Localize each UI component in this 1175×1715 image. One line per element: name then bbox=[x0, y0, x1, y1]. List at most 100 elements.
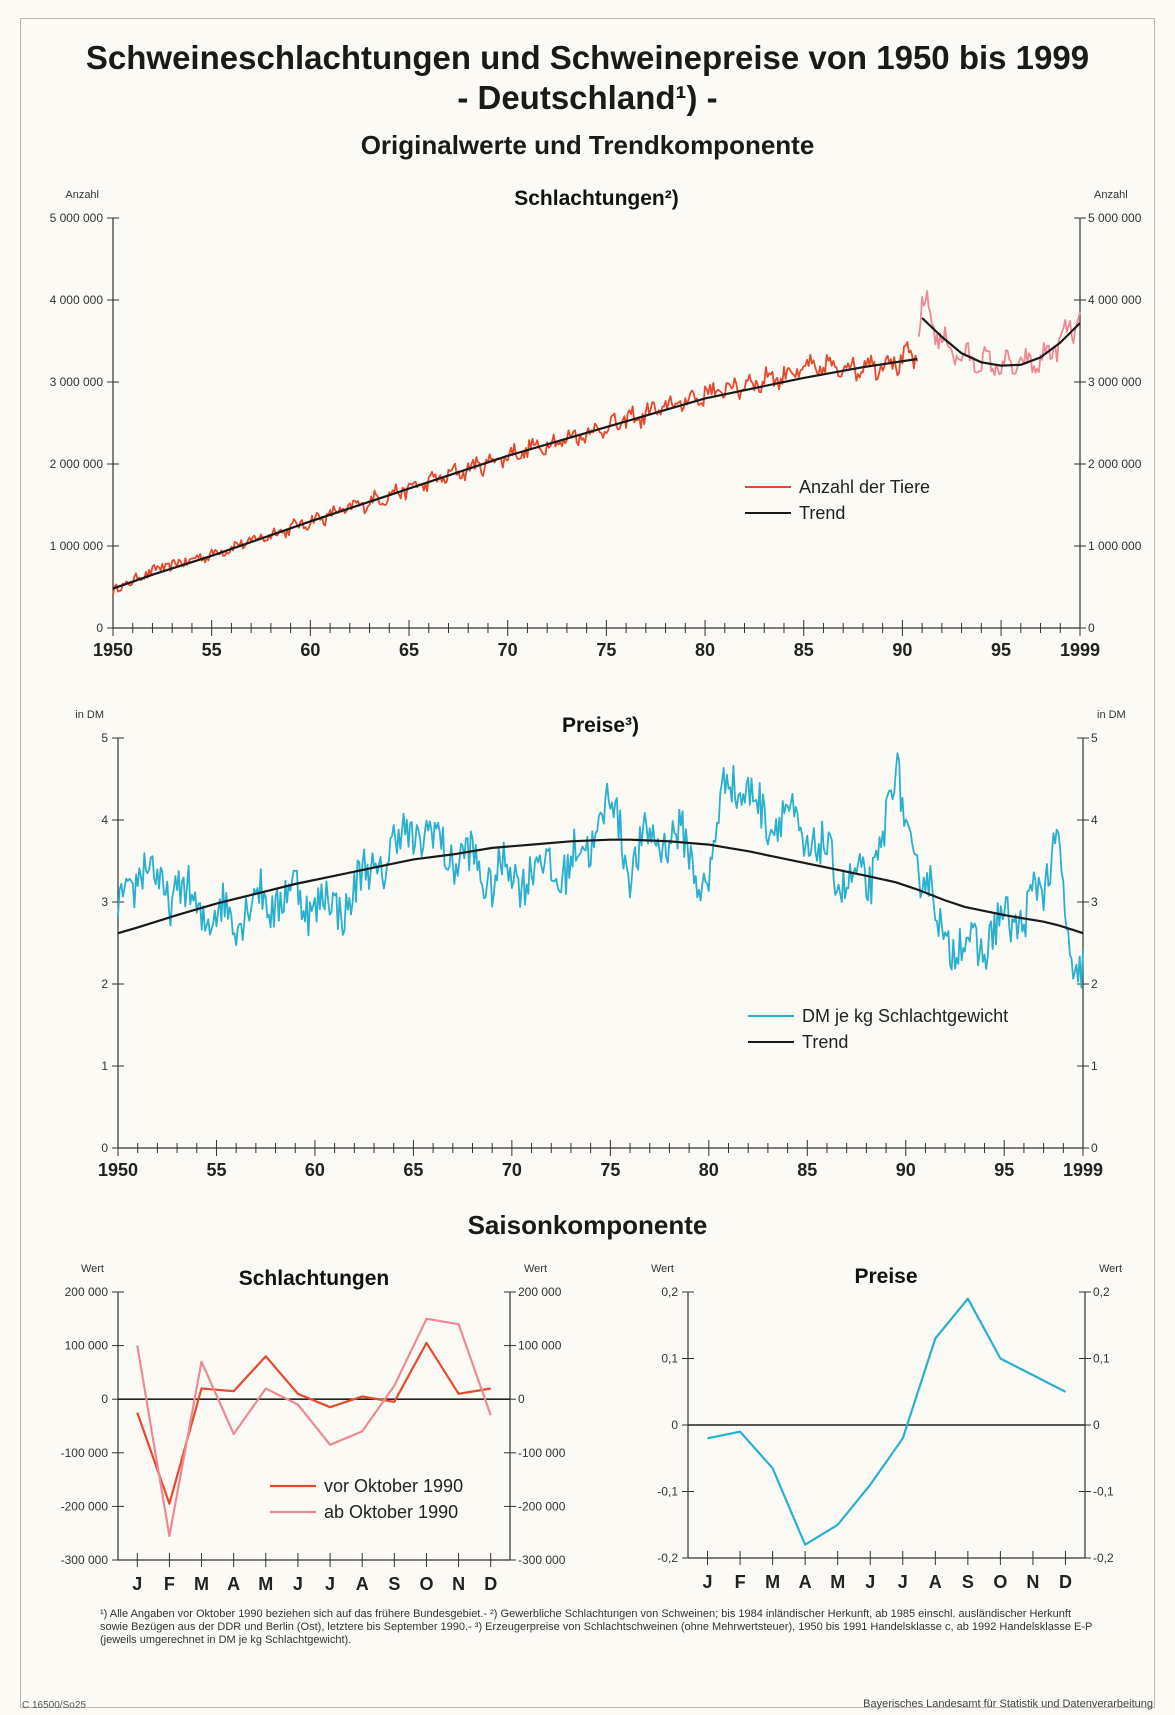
slaughter-trend-line bbox=[112, 357, 918, 590]
season-price-ytick-label-right: 0 bbox=[1093, 1418, 1100, 1432]
price-xtick-label: 65 bbox=[403, 1160, 423, 1180]
season-slaughter-ytick-label-left: 100 000 bbox=[65, 1339, 109, 1353]
slaughter-ytick-label-left: 4 000 000 bbox=[50, 293, 104, 307]
season-slaughter-series-line-2 bbox=[136, 1317, 492, 1537]
slaughter-xtick-label: 55 bbox=[202, 640, 222, 660]
season-price-ytick-label-right: 0,2 bbox=[1093, 1285, 1110, 1299]
slaughter-series-line-new bbox=[917, 290, 1081, 376]
season-slaughter-legend-label-1: vor Oktober 1990 bbox=[324, 1476, 463, 1496]
price-legend-label-series: DM je kg Schlachtgewicht bbox=[802, 1006, 1008, 1026]
main-title: Schweineschlachtungen und Schweinepreise… bbox=[85, 39, 1090, 76]
slaughter-xtick-label: 60 bbox=[300, 640, 320, 660]
season-price-month-label: A bbox=[929, 1572, 942, 1592]
season-price-month-label: F bbox=[735, 1572, 746, 1592]
price-xtick-label: 1999 bbox=[1063, 1160, 1103, 1180]
season-slaughter-ylabel-right: Wert bbox=[524, 1263, 547, 1275]
season-slaughter-ytick-label-right: -300 000 bbox=[518, 1553, 566, 1567]
season-slaughter-legend-label-2: ab Oktober 1990 bbox=[324, 1502, 458, 1522]
price-ytick-label-left: 0 bbox=[101, 1141, 108, 1155]
season-price-series-line-1 bbox=[707, 1297, 1067, 1546]
price-ytick-label-right: 2 bbox=[1091, 977, 1098, 991]
season-price-ytick-label-left: -0,2 bbox=[657, 1551, 678, 1565]
season-slaughter-ytick-label-left: -100 000 bbox=[61, 1446, 109, 1460]
price-xtick-label: 80 bbox=[699, 1160, 719, 1180]
season-price-month-label: M bbox=[765, 1572, 780, 1592]
price-series-line bbox=[117, 752, 1084, 989]
price-xtick-label: 55 bbox=[206, 1160, 226, 1180]
price-ytick-label-left: 3 bbox=[101, 895, 108, 909]
price-ytick-label-left: 2 bbox=[101, 977, 108, 991]
season-slaughter-month-label: A bbox=[356, 1574, 369, 1594]
price-ytick-label-left: 5 bbox=[101, 731, 108, 745]
price-ylabel-right: in DM bbox=[1097, 709, 1126, 721]
season-slaughter-ytick-label-left: 0 bbox=[101, 1392, 108, 1406]
slaughter-ytick-label-right: 0 bbox=[1088, 621, 1095, 635]
season-slaughter-ytick-label-left: -300 000 bbox=[61, 1553, 109, 1567]
slaughter-ytick-label-left: 2 000 000 bbox=[50, 457, 104, 471]
season-slaughter-ytick-label-right: 100 000 bbox=[518, 1339, 562, 1353]
price-xtick-label: 90 bbox=[896, 1160, 916, 1180]
section-title: Originalwerte und Trendkomponente bbox=[360, 130, 815, 160]
slaughter-legend-label-trend: Trend bbox=[799, 503, 845, 523]
season-price-title: Preise bbox=[854, 1265, 917, 1288]
season-slaughter-ytick-label-left: 200 000 bbox=[65, 1285, 109, 1299]
code-right: Bayerisches Landesamt für Statistik und … bbox=[863, 1698, 1153, 1710]
season-slaughter-month-label: M bbox=[258, 1574, 273, 1594]
slaughter-ytick-label-left: 3 000 000 bbox=[50, 375, 104, 389]
season-price-ylabel-left: Wert bbox=[651, 1263, 674, 1275]
slaughter-trend-line-new bbox=[921, 317, 1081, 367]
main-subtitle: - Deutschland¹) - bbox=[457, 79, 718, 116]
slaughter-ytick-label-right: 5 000 000 bbox=[1088, 211, 1142, 225]
season-price-month-label: J bbox=[865, 1572, 875, 1592]
season-slaughter-month-label: J bbox=[132, 1574, 142, 1594]
price-xtick-label: 1950 bbox=[98, 1160, 138, 1180]
season-slaughter-ytick-label-right: -100 000 bbox=[518, 1446, 566, 1460]
price-ytick-label-right: 0 bbox=[1091, 1141, 1098, 1155]
price-trend-line bbox=[117, 838, 1084, 935]
season-slaughter-month-label: O bbox=[419, 1574, 433, 1594]
season-slaughter-ytick-label-left: -200 000 bbox=[61, 1499, 109, 1513]
price-ytick-label-right: 5 bbox=[1091, 731, 1098, 745]
season-slaughter-ytick-label-right: 0 bbox=[518, 1392, 525, 1406]
season-slaughter-ytick-label-right: 200 000 bbox=[518, 1285, 562, 1299]
footnote: ¹) Alle Angaben vor Oktober 1990 beziehe… bbox=[100, 1608, 1093, 1646]
price-ytick-label-right: 3 bbox=[1091, 895, 1098, 909]
price-ylabel-left: in DM bbox=[75, 709, 104, 721]
price-xtick-label: 70 bbox=[502, 1160, 522, 1180]
season-slaughter-month-label: J bbox=[325, 1574, 335, 1594]
season-slaughter-month-label: J bbox=[293, 1574, 303, 1594]
price-xtick-label: 85 bbox=[797, 1160, 817, 1180]
slaughter-ytick-label-right: 3 000 000 bbox=[1088, 375, 1142, 389]
season-slaughter-month-label: F bbox=[164, 1574, 175, 1594]
slaughter-series-line bbox=[112, 341, 919, 595]
price-title: Preise³) bbox=[562, 714, 639, 737]
season-price-month-label: S bbox=[962, 1572, 974, 1592]
slaughter-xtick-label: 65 bbox=[399, 640, 419, 660]
slaughter-ylabel-right: Anzahl bbox=[1094, 189, 1128, 201]
season-slaughter-ylabel-left: Wert bbox=[81, 1263, 104, 1275]
season-slaughter-month-label: S bbox=[388, 1574, 400, 1594]
season-slaughter-ytick-label-right: -200 000 bbox=[518, 1499, 566, 1513]
code-left: C 16500/So25 bbox=[22, 1700, 86, 1711]
slaughter-ytick-label-left: 1 000 000 bbox=[50, 539, 104, 553]
season-price-month-label: M bbox=[830, 1572, 845, 1592]
season-price-month-label: D bbox=[1059, 1572, 1072, 1592]
season-price-ylabel-right: Wert bbox=[1099, 1263, 1122, 1275]
slaughter-xtick-label: 80 bbox=[695, 640, 715, 660]
season-price-ytick-label-right: -0,1 bbox=[1093, 1485, 1114, 1499]
season-price-ytick-label-left: 0,1 bbox=[661, 1352, 678, 1366]
slaughter-legend-label-series: Anzahl der Tiere bbox=[799, 477, 930, 497]
season-price-ytick-label-left: -0,1 bbox=[657, 1485, 678, 1499]
season-slaughter-month-label: N bbox=[452, 1574, 465, 1594]
season-title: Saisonkomponente bbox=[467, 1210, 708, 1240]
season-price-month-label: J bbox=[898, 1572, 908, 1592]
slaughter-xtick-label: 90 bbox=[892, 640, 912, 660]
price-xtick-label: 60 bbox=[305, 1160, 325, 1180]
slaughter-ytick-label-left: 0 bbox=[96, 621, 103, 635]
price-legend-label-trend: Trend bbox=[802, 1032, 848, 1052]
slaughter-ytick-label-right: 4 000 000 bbox=[1088, 293, 1142, 307]
season-slaughter-month-label: A bbox=[227, 1574, 240, 1594]
slaughter-xtick-label: 95 bbox=[991, 640, 1011, 660]
slaughter-xtick-label: 1999 bbox=[1060, 640, 1100, 660]
